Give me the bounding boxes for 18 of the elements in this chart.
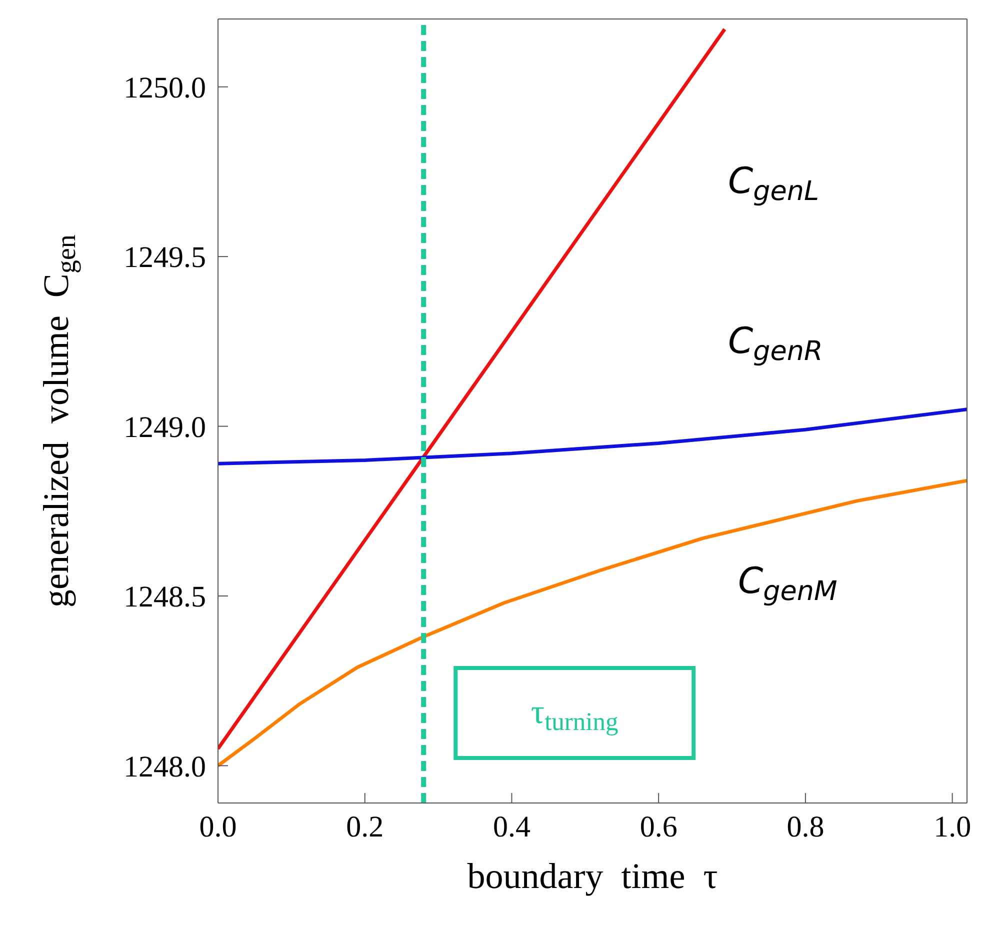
y-tick-label: 1248.0 (124, 750, 206, 784)
series-label: C$_{genM}$ (738, 561, 838, 607)
x-tick-label: 0.0 (199, 810, 237, 844)
text: C$_{genL}$ (728, 161, 820, 207)
line-series (218, 478, 967, 768)
series-label: C$_{genR}$ (728, 321, 823, 367)
y-tick-label: 1249.0 (124, 410, 206, 444)
x-axis-title: boundary time τ (467, 856, 718, 896)
y-tick-label: 1248.5 (124, 580, 206, 614)
x-tick-label: 0.8 (786, 810, 824, 844)
y-tick-label: 1249.5 (124, 241, 206, 274)
x-tick-label: 1.0 (934, 810, 972, 844)
ref-line-label: τ$_{turning}$ (530, 694, 619, 736)
y-tick-label: 1250.0 (124, 72, 206, 105)
x-tick-label: 0.6 (640, 810, 678, 844)
line-series (218, 408, 967, 466)
x-tick-label: 0.4 (492, 810, 530, 844)
x-tick-label: 0.2 (346, 810, 384, 844)
